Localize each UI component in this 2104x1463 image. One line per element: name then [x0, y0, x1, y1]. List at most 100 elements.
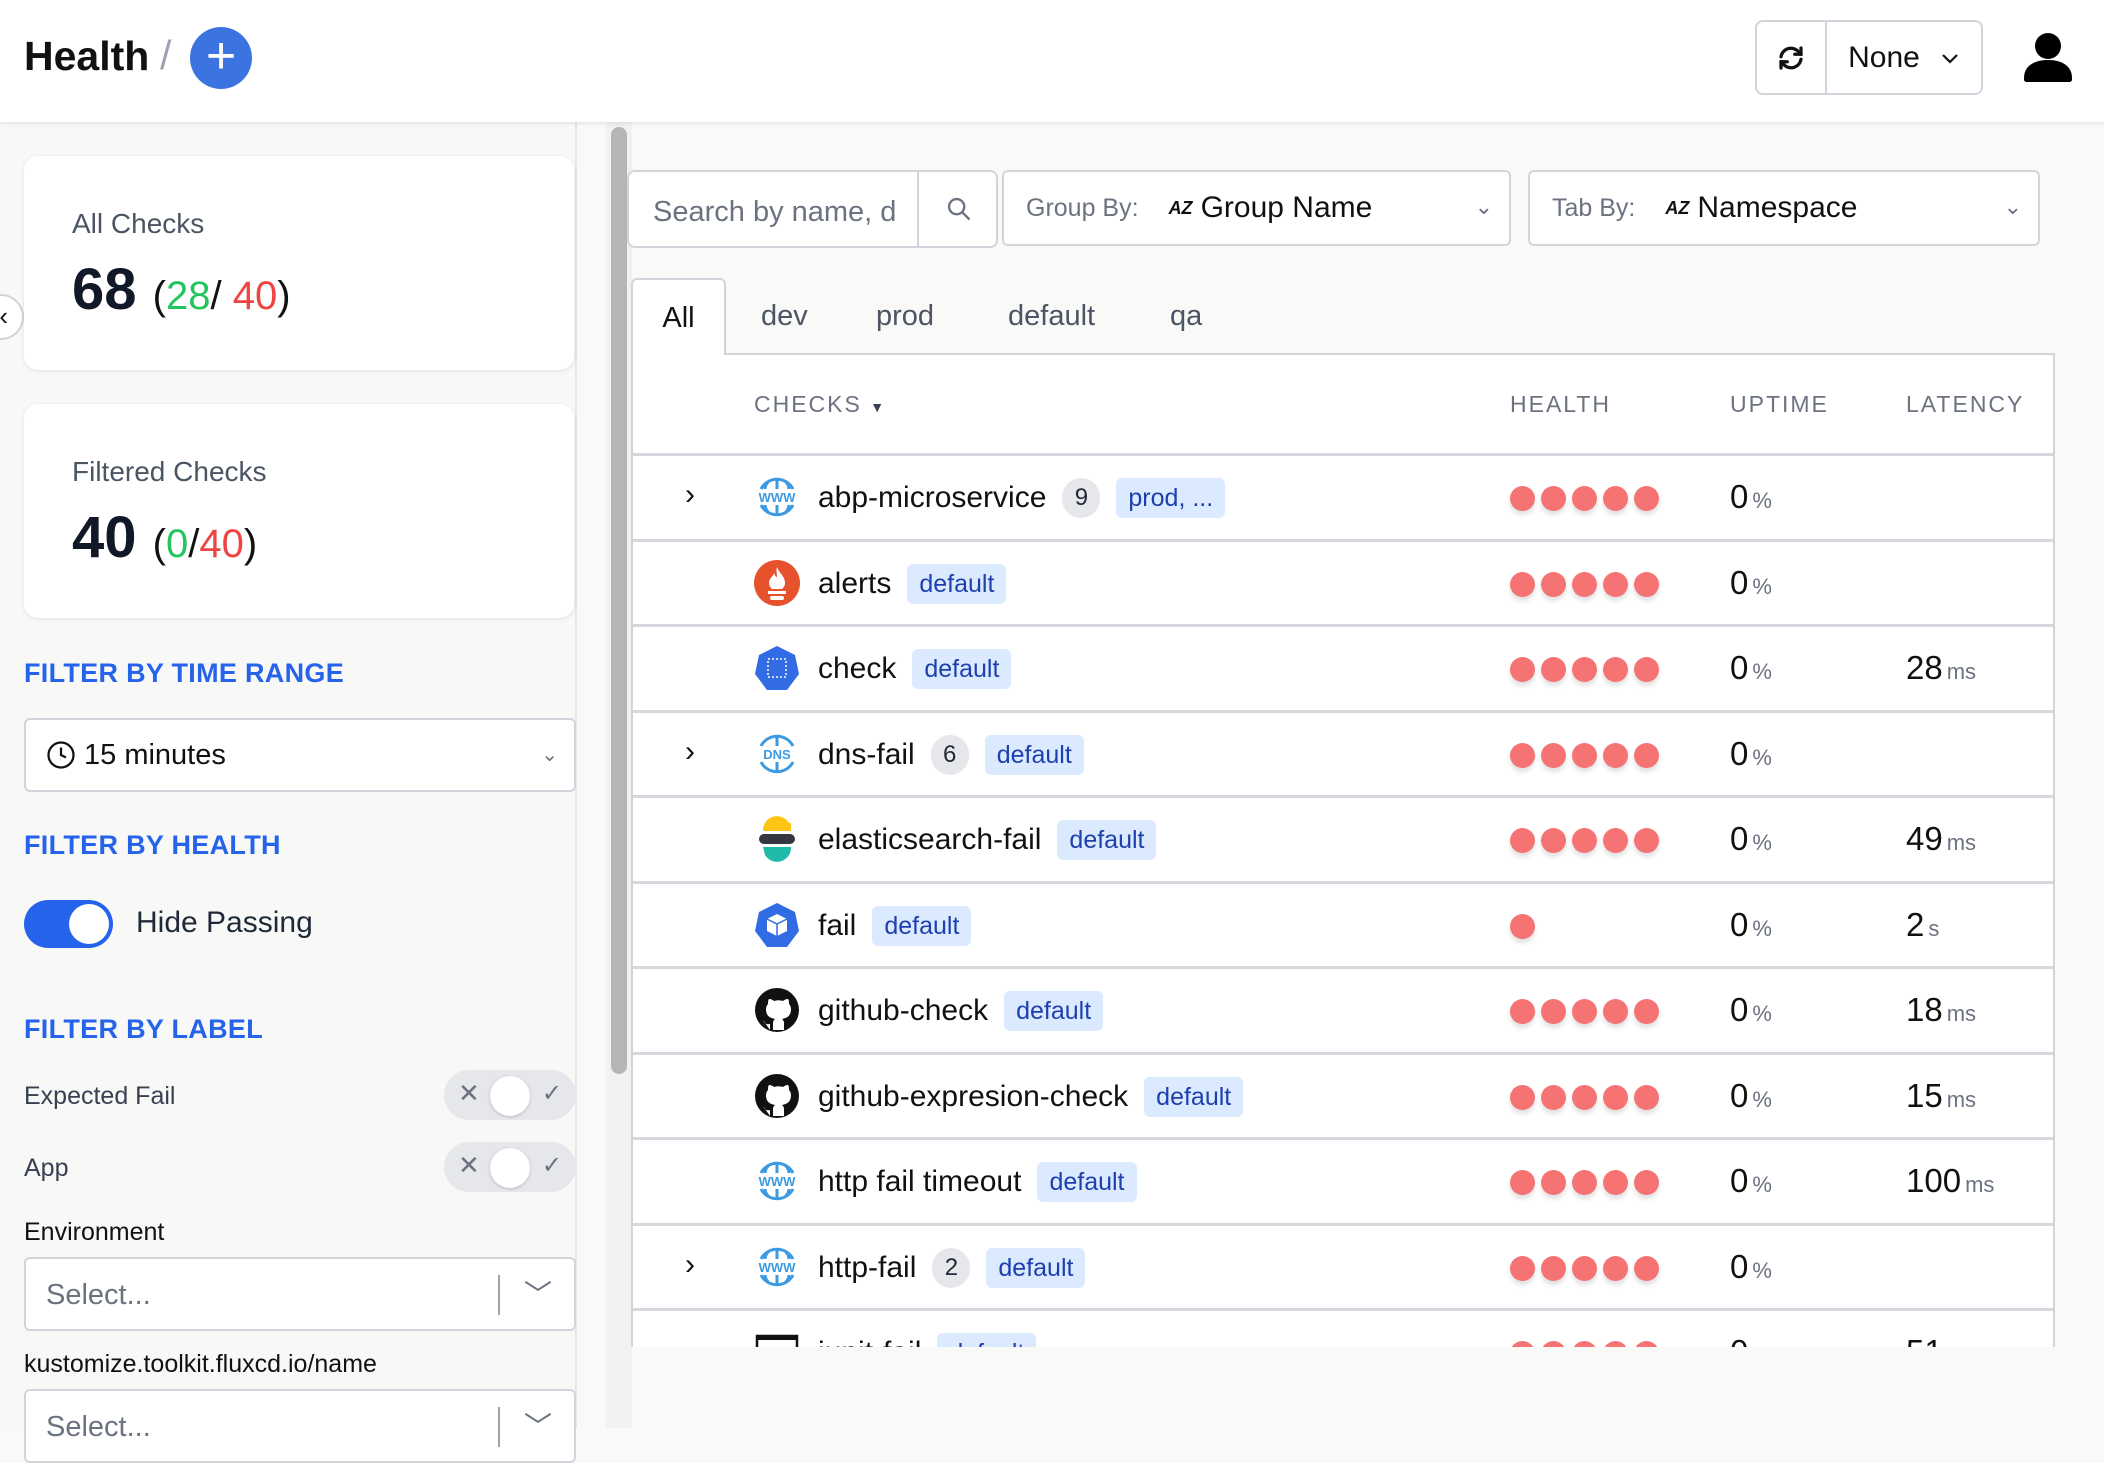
health-dot[interactable]: [1634, 1255, 1659, 1281]
check-name[interactable]: abp-microservice: [818, 481, 1047, 514]
tab-dev[interactable]: dev: [761, 300, 808, 332]
health-dot[interactable]: [1510, 1084, 1535, 1110]
time-range-select[interactable]: 15 minutes ⌄: [24, 718, 576, 792]
check-name[interactable]: alerts: [818, 566, 892, 600]
health-dot[interactable]: [1572, 1170, 1597, 1195]
health-dot[interactable]: [1603, 657, 1628, 682]
health-dot[interactable]: [1510, 742, 1535, 768]
health-dot[interactable]: [1510, 828, 1535, 853]
check-name[interactable]: elasticsearch-fail: [818, 823, 1042, 856]
health-dot[interactable]: [1603, 1170, 1628, 1195]
table-row[interactable]: check default 0% 28 ms: [633, 624, 2053, 710]
health-dot[interactable]: [1603, 999, 1628, 1024]
health-dot[interactable]: [1603, 1255, 1628, 1281]
table-row[interactable]: junit-fail default 0% 51: [633, 1308, 2053, 1347]
column-header-health[interactable]: HEALTH: [1510, 391, 1612, 417]
health-dot[interactable]: [1572, 1084, 1597, 1110]
health-dot[interactable]: [1541, 571, 1566, 597]
check-name[interactable]: dns-fail: [818, 737, 915, 771]
expected-fail-tristate-toggle[interactable]: ✕ ✓: [444, 1070, 576, 1120]
app-tristate-toggle[interactable]: ✕ ✓: [444, 1142, 576, 1192]
health-dot[interactable]: [1572, 657, 1597, 682]
tab-default[interactable]: default: [1008, 300, 1096, 332]
health-dot[interactable]: [1510, 1170, 1535, 1195]
check-name[interactable]: github-expresion-check: [818, 1079, 1129, 1113]
hide-passing-toggle[interactable]: [24, 900, 113, 948]
health-dot[interactable]: [1634, 999, 1659, 1024]
health-dot[interactable]: [1541, 999, 1566, 1024]
health-dot[interactable]: [1603, 571, 1628, 597]
health-dot[interactable]: [1603, 742, 1628, 768]
health-dot[interactable]: [1572, 1341, 1597, 1347]
health-dot[interactable]: [1603, 1341, 1628, 1347]
health-dot[interactable]: [1541, 1170, 1566, 1195]
health-dot[interactable]: [1572, 742, 1597, 768]
add-check-button[interactable]: +: [190, 27, 252, 89]
health-dot[interactable]: [1572, 486, 1597, 511]
check-name[interactable]: fail: [818, 908, 857, 942]
health-dot[interactable]: [1572, 999, 1597, 1024]
health-dot[interactable]: [1603, 1084, 1628, 1110]
health-dot[interactable]: [1603, 828, 1628, 853]
health-dot[interactable]: [1510, 1255, 1535, 1281]
health-dot[interactable]: [1510, 571, 1535, 597]
column-header-latency[interactable]: LATENCY: [1906, 391, 2025, 417]
health-dot[interactable]: [1634, 742, 1659, 768]
table-row[interactable]: › DNS dns-fail 6 default 0%: [633, 709, 2053, 796]
table-row[interactable]: › WWW http-fail 2 default 0%: [633, 1222, 2053, 1309]
check-name[interactable]: http fail timeout: [818, 1165, 1022, 1198]
column-header-uptime[interactable]: UPTIME: [1730, 391, 1829, 417]
group-by-select[interactable]: Group By: AZ Group Name ⌄: [1002, 170, 1511, 246]
health-dot[interactable]: [1634, 657, 1659, 682]
collapse-sidebar-button[interactable]: ‹: [0, 294, 24, 340]
health-dot[interactable]: [1510, 913, 1535, 939]
health-dot[interactable]: [1634, 1084, 1659, 1110]
health-dot[interactable]: [1541, 657, 1566, 682]
health-dot[interactable]: [1634, 1341, 1659, 1347]
table-row[interactable]: github-expresion-check default 0% 15 ms: [633, 1051, 2053, 1138]
refresh-interval-dropdown[interactable]: None: [1827, 22, 1981, 93]
health-dot[interactable]: [1634, 486, 1659, 511]
refresh-button[interactable]: [1757, 22, 1827, 93]
tab-prod[interactable]: prod: [876, 300, 935, 332]
health-dot[interactable]: [1634, 828, 1659, 853]
health-dot[interactable]: [1634, 571, 1659, 597]
check-name[interactable]: http-fail: [818, 1250, 917, 1284]
expand-chevron-icon[interactable]: ›: [685, 478, 695, 511]
table-row[interactable]: fail default 0% 2 s: [633, 880, 2053, 967]
table-row[interactable]: WWW http fail timeout default 0% 100 ms: [633, 1137, 2053, 1223]
tab-by-select[interactable]: Tab By: AZ Namespace ⌄: [1528, 170, 2040, 246]
user-menu-button[interactable]: [2022, 32, 2074, 87]
check-name[interactable]: check: [818, 652, 897, 685]
health-dot[interactable]: [1572, 571, 1597, 597]
search-button[interactable]: [917, 172, 998, 246]
sidebar-scrollbar-thumb[interactable]: [611, 127, 627, 1074]
table-row[interactable]: elasticsearch-fail default 0% 49 ms: [633, 795, 2053, 881]
expand-chevron-icon[interactable]: ›: [685, 734, 695, 768]
health-dot[interactable]: [1510, 999, 1535, 1024]
search-input[interactable]: Search by name, d: [627, 170, 998, 248]
health-dot[interactable]: [1541, 742, 1566, 768]
health-dot[interactable]: [1541, 1084, 1566, 1110]
health-dot[interactable]: [1541, 1255, 1566, 1281]
health-dot[interactable]: [1634, 1170, 1659, 1195]
tab-qa[interactable]: qa: [1170, 300, 1203, 332]
table-row[interactable]: alerts default 0%: [633, 538, 2053, 625]
tab-all[interactable]: All: [631, 278, 726, 355]
environment-select[interactable]: Select... ﹀: [24, 1257, 576, 1331]
health-dot[interactable]: [1510, 657, 1535, 682]
health-dot[interactable]: [1541, 828, 1566, 853]
health-dot[interactable]: [1572, 1255, 1597, 1281]
health-dot[interactable]: [1510, 1341, 1535, 1347]
table-row[interactable]: › WWW abp-microservice 9 prod, ... 0%: [633, 453, 2053, 539]
column-header-checks[interactable]: CHECKS ▼: [754, 391, 886, 418]
table-row[interactable]: github-check default 0% 18 ms: [633, 966, 2053, 1052]
health-dot[interactable]: [1572, 828, 1597, 853]
expand-chevron-icon[interactable]: ›: [685, 1247, 695, 1281]
health-dot[interactable]: [1510, 486, 1535, 511]
check-name[interactable]: github-check: [818, 994, 989, 1027]
kustomize-name-select[interactable]: Select... ﹀: [24, 1389, 576, 1463]
health-dot[interactable]: [1541, 1341, 1566, 1347]
check-name[interactable]: junit-fail: [818, 1336, 921, 1347]
health-dot[interactable]: [1541, 486, 1566, 511]
